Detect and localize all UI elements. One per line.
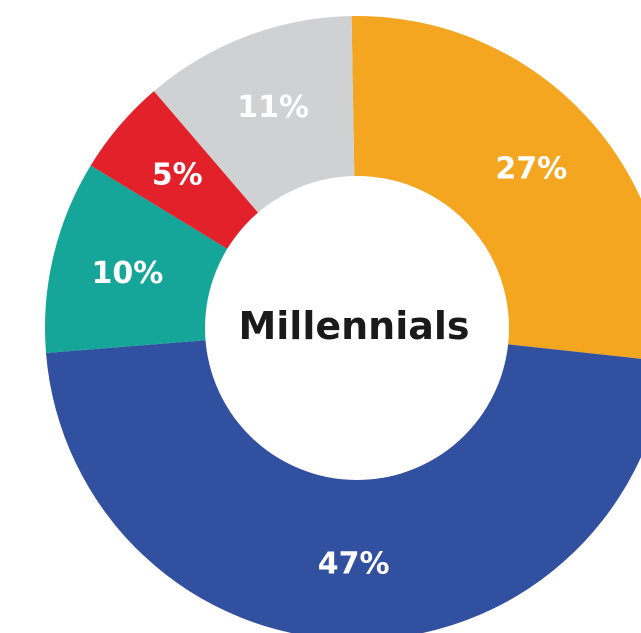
slice-label-4: 11% — [237, 90, 309, 125]
center-label: Millennials — [238, 304, 469, 348]
slice-label-0: 27% — [495, 151, 567, 186]
slice-1 — [46, 328, 641, 633]
donut-hole — [205, 176, 509, 480]
slice-label-2: 10% — [92, 256, 164, 291]
slice-label-3: 5% — [152, 158, 203, 193]
labels-layer: 27% 47% 10% 5% 11% — [92, 90, 568, 582]
slice-label-1: 47% — [318, 546, 390, 581]
